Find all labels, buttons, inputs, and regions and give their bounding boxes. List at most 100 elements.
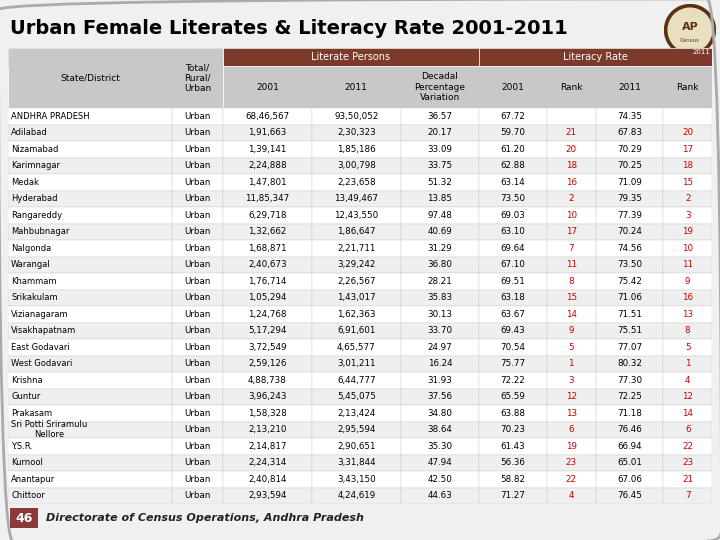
- Bar: [8, 372, 172, 388]
- Text: 77.30: 77.30: [617, 376, 642, 384]
- Text: 4,88,738: 4,88,738: [248, 376, 287, 384]
- Text: 63.67: 63.67: [500, 310, 526, 319]
- Text: 35.30: 35.30: [428, 442, 452, 451]
- Bar: [547, 289, 595, 306]
- Text: 9: 9: [685, 276, 690, 286]
- Text: 21: 21: [682, 475, 693, 484]
- Text: 1,47,801: 1,47,801: [248, 178, 287, 187]
- Text: 67.72: 67.72: [500, 112, 526, 121]
- Bar: [547, 191, 595, 207]
- Bar: [312, 339, 401, 355]
- Text: 10: 10: [566, 211, 577, 220]
- Bar: [223, 438, 312, 455]
- Text: 2,13,210: 2,13,210: [248, 426, 287, 434]
- Bar: [663, 471, 712, 488]
- Text: 66.94: 66.94: [617, 442, 642, 451]
- Bar: [223, 158, 312, 174]
- Bar: [663, 108, 712, 125]
- Bar: [595, 141, 663, 158]
- Bar: [312, 488, 401, 504]
- Bar: [595, 355, 663, 372]
- Bar: [223, 355, 312, 372]
- Text: State/District: State/District: [60, 73, 120, 83]
- Bar: [223, 125, 312, 141]
- Text: Literacy Rate: Literacy Rate: [563, 52, 628, 62]
- Text: 35.83: 35.83: [428, 293, 452, 302]
- Bar: [312, 306, 401, 322]
- Text: Sri Potti Sriramulu
Nellore: Sri Potti Sriramulu Nellore: [11, 420, 87, 439]
- Text: 17: 17: [682, 145, 693, 154]
- Text: Mahbubnagar: Mahbubnagar: [11, 227, 69, 237]
- Text: 71.27: 71.27: [500, 491, 526, 500]
- Text: 6,29,718: 6,29,718: [248, 211, 287, 220]
- Bar: [479, 405, 547, 422]
- Bar: [312, 388, 401, 405]
- Text: Urban: Urban: [184, 442, 211, 451]
- Bar: [223, 422, 312, 438]
- Text: 72.25: 72.25: [617, 392, 642, 401]
- Bar: [312, 207, 401, 224]
- Bar: [223, 141, 312, 158]
- Bar: [172, 372, 223, 388]
- Bar: [8, 158, 172, 174]
- Bar: [663, 438, 712, 455]
- Text: 18: 18: [566, 161, 577, 170]
- Bar: [479, 306, 547, 322]
- Text: Rangareddy: Rangareddy: [11, 211, 62, 220]
- Text: 6: 6: [685, 426, 690, 434]
- Text: 19: 19: [566, 442, 577, 451]
- Text: 15: 15: [566, 293, 577, 302]
- Text: 22: 22: [682, 442, 693, 451]
- Bar: [479, 438, 547, 455]
- Bar: [479, 224, 547, 240]
- Text: 16.24: 16.24: [428, 359, 452, 368]
- Bar: [479, 48, 712, 66]
- Text: 9: 9: [569, 326, 574, 335]
- Bar: [223, 306, 312, 322]
- Text: 63.88: 63.88: [500, 409, 526, 418]
- Text: 20.17: 20.17: [428, 128, 452, 137]
- Text: 22: 22: [566, 475, 577, 484]
- Bar: [223, 372, 312, 388]
- Bar: [8, 455, 172, 471]
- Bar: [595, 339, 663, 355]
- Bar: [479, 125, 547, 141]
- Text: Urban: Urban: [184, 244, 211, 253]
- Bar: [547, 405, 595, 422]
- Circle shape: [668, 8, 712, 52]
- Bar: [663, 273, 712, 289]
- Bar: [8, 174, 172, 191]
- Bar: [223, 108, 312, 125]
- Text: 47.94: 47.94: [428, 458, 452, 467]
- Bar: [663, 306, 712, 322]
- Bar: [479, 372, 547, 388]
- Bar: [312, 372, 401, 388]
- Text: 1,05,294: 1,05,294: [248, 293, 287, 302]
- Bar: [8, 355, 172, 372]
- Bar: [663, 174, 712, 191]
- Bar: [595, 306, 663, 322]
- Bar: [8, 471, 172, 488]
- Text: 30.13: 30.13: [428, 310, 452, 319]
- Bar: [663, 455, 712, 471]
- Bar: [172, 388, 223, 405]
- Text: 2,21,711: 2,21,711: [337, 244, 376, 253]
- Bar: [8, 224, 172, 240]
- Text: 33.70: 33.70: [428, 326, 452, 335]
- Bar: [401, 488, 479, 504]
- Text: 67.83: 67.83: [617, 128, 642, 137]
- Bar: [312, 438, 401, 455]
- Text: 3: 3: [685, 211, 690, 220]
- Text: 11: 11: [682, 260, 693, 269]
- Text: 59.70: 59.70: [500, 128, 526, 137]
- Bar: [172, 191, 223, 207]
- Text: 77.39: 77.39: [617, 211, 642, 220]
- Text: 36.57: 36.57: [428, 112, 452, 121]
- Text: 31.93: 31.93: [428, 376, 452, 384]
- Bar: [479, 355, 547, 372]
- Text: Rank: Rank: [676, 83, 699, 91]
- Text: 16: 16: [566, 178, 577, 187]
- Bar: [312, 256, 401, 273]
- Bar: [663, 207, 712, 224]
- Text: 67.06: 67.06: [617, 475, 642, 484]
